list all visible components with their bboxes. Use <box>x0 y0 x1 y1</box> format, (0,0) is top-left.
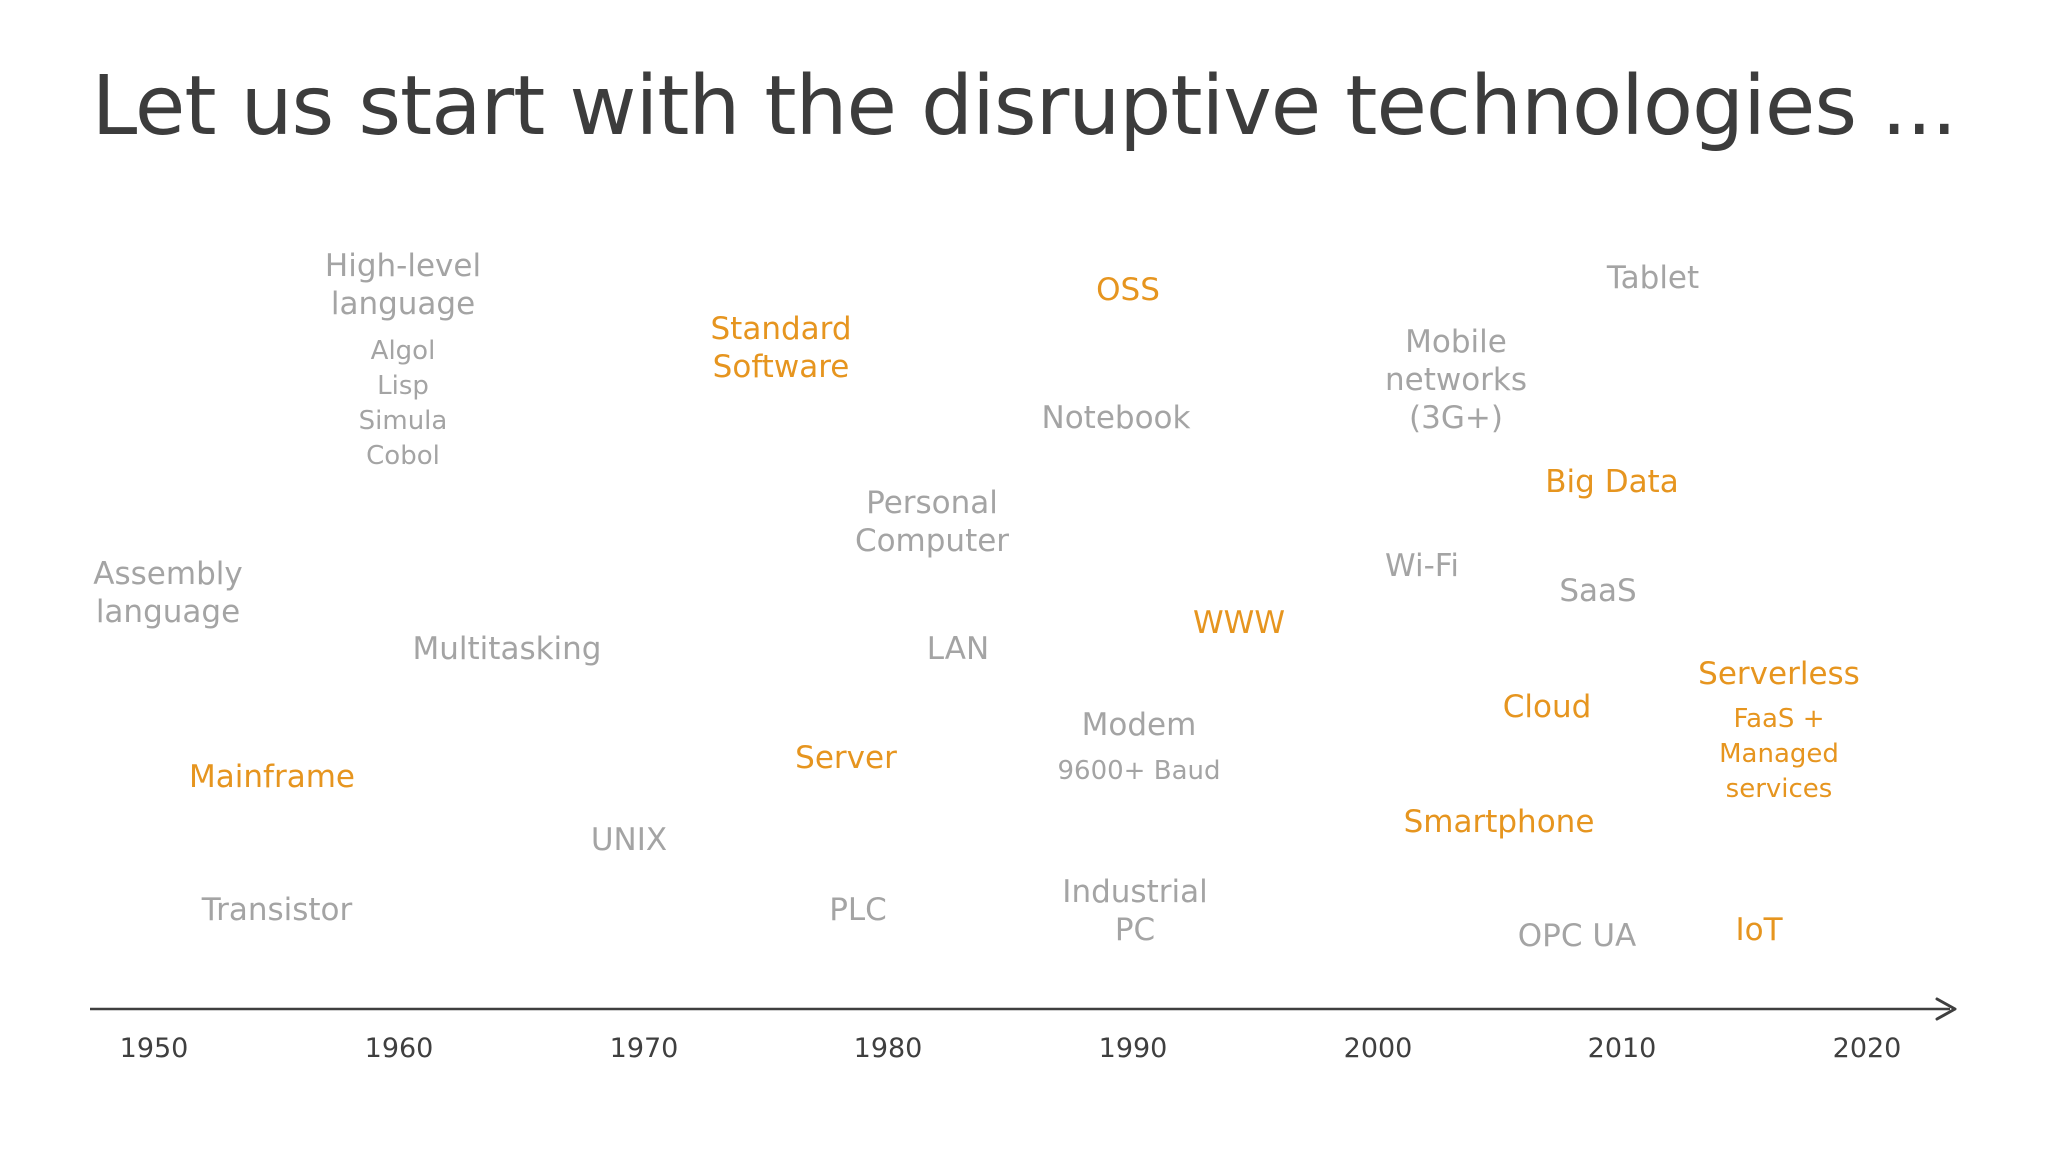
tech-notebook: Notebook <box>1042 400 1191 438</box>
tech-label-line: Cobol <box>366 441 440 472</box>
tech-mobile-networks: Mobile networks (3G+) <box>1385 324 1527 437</box>
tech-label-line: Assembly <box>93 556 243 592</box>
tech-opc-ua: OPC UA <box>1518 918 1637 956</box>
tech-label-line: Mainframe <box>189 759 355 795</box>
tech-label-line: Lisp <box>377 371 429 402</box>
tech-oss: OSS <box>1096 272 1160 310</box>
tech-label-line: FaaS + <box>1733 704 1825 734</box>
year-label: 2000 <box>1343 1033 1413 1064</box>
tech-label-line: Server <box>795 740 897 776</box>
tech-smartphone: Smartphone <box>1404 804 1595 842</box>
tech-label-line: SaaS <box>1559 573 1637 609</box>
tech-label-line: OPC UA <box>1517 918 1637 954</box>
tech-label-line: High-level <box>324 248 482 284</box>
year-label: 1980 <box>853 1033 923 1064</box>
year-label: 2010 <box>1587 1033 1657 1064</box>
year-label: 1990 <box>1098 1033 1168 1064</box>
tech-saas: SaaS <box>1559 573 1636 611</box>
axis-arrow-icon <box>1935 997 1957 1021</box>
tech-label-line: LAN <box>926 631 990 667</box>
tech-label-line: language <box>330 285 476 322</box>
tech-transistor: Transistor <box>202 892 353 930</box>
tech-personal-computer: Personal Computer <box>855 485 1009 561</box>
year-label: 2020 <box>1832 1033 1902 1064</box>
tech-label-line: services <box>1725 774 1833 805</box>
tech-languages-list: Algol Lisp Simula Cobol <box>359 334 448 474</box>
tech-label-line: networks <box>1384 361 1528 398</box>
tech-label-line: Personal <box>866 485 998 521</box>
tech-modem-baud: 9600+ Baud <box>1058 754 1221 789</box>
tech-server: Server <box>795 740 897 778</box>
tech-big-data: Big Data <box>1545 464 1678 502</box>
tech-label-line: Modem <box>1081 707 1197 743</box>
tech-label-line: OSS <box>1096 272 1160 308</box>
tech-label-line: Smartphone <box>1403 804 1595 840</box>
tech-label-line: Standard <box>710 311 852 347</box>
tech-label-line: language <box>95 593 241 630</box>
tech-lan: LAN <box>927 631 989 669</box>
tech-label-line: Managed <box>1719 739 1839 770</box>
tech-cloud: Cloud <box>1503 689 1592 727</box>
tech-iot: IoT <box>1735 912 1782 950</box>
tech-label-line: PC <box>1114 911 1156 948</box>
tech-label-line: Industrial <box>1062 874 1208 910</box>
tech-high-level-language: High-level language <box>325 248 481 324</box>
tech-wifi: Wi-Fi <box>1385 548 1459 586</box>
year-label: 1960 <box>364 1033 434 1064</box>
tech-label-line: WWW <box>1193 605 1285 641</box>
year-label: 1970 <box>609 1033 679 1064</box>
tech-industrial-pc: Industrial PC <box>1062 874 1207 950</box>
tech-plc: PLC <box>829 892 887 930</box>
tech-modem: Modem <box>1082 707 1197 745</box>
tech-www: WWW <box>1193 605 1285 643</box>
tech-label-line: 9600+ Baud <box>1057 756 1221 786</box>
tech-label-line: Multitasking <box>412 631 602 667</box>
tech-label-line: Big Data <box>1545 464 1679 500</box>
year-label: 1950 <box>119 1033 189 1064</box>
tech-label-line: Simula <box>358 406 448 437</box>
tech-label-line: Cloud <box>1502 689 1592 725</box>
tech-unix: UNIX <box>591 822 667 860</box>
tech-label-line: Notebook <box>1041 400 1191 436</box>
tech-label-line: PLC <box>829 892 887 928</box>
slide-title: Let us start with the disruptive technol… <box>91 59 1958 154</box>
tech-label-line: Tablet <box>1606 260 1700 296</box>
tech-serverless: Serverless <box>1698 656 1860 694</box>
tech-label-line: IoT <box>1735 912 1783 948</box>
tech-label-line: Serverless <box>1698 656 1860 692</box>
tech-label-line: (3G+) <box>1409 399 1503 436</box>
tech-standard-software: Standard Software <box>710 311 851 387</box>
tech-faas-managed-services: FaaS + Managed services <box>1719 702 1839 807</box>
tech-tablet: Tablet <box>1607 260 1699 298</box>
tech-mainframe: Mainframe <box>189 759 355 797</box>
tech-label-line: Computer <box>854 522 1010 559</box>
tech-label-line: Transistor <box>201 892 353 928</box>
tech-multitasking: Multitasking <box>413 631 602 669</box>
tech-label-line: Algol <box>370 336 436 366</box>
tech-label-line: Software <box>712 348 850 385</box>
tech-assembly-language: Assembly language <box>93 556 242 632</box>
tech-label-line: UNIX <box>590 822 668 858</box>
tech-label-line: Wi-Fi <box>1385 548 1459 584</box>
tech-label-line: Mobile <box>1405 324 1507 360</box>
